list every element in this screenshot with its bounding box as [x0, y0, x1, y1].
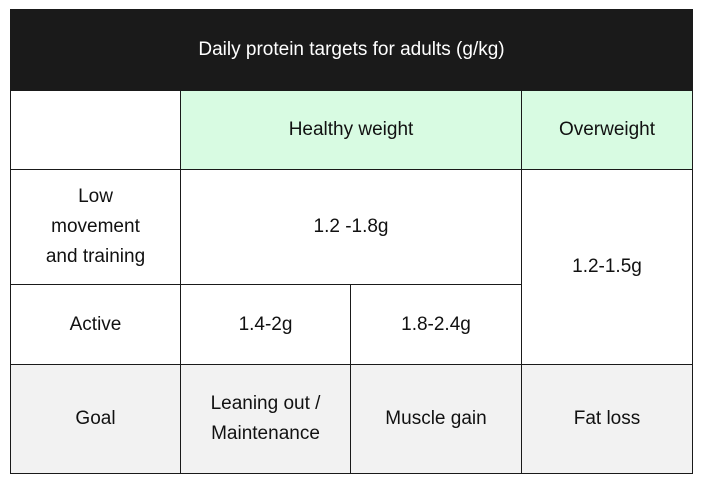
title-row: Daily protein targets for adults (g/kg) — [10, 9, 693, 91]
active-leaning-value: 1.4-2g — [180, 284, 351, 365]
active-label: Active — [10, 284, 181, 365]
table-title: Daily protein targets for adults (g/kg) — [10, 9, 693, 91]
active-muscle-value: 1.8-2.4g — [350, 284, 522, 365]
goal-label: Goal — [10, 364, 181, 474]
goal-leaning: Leaning out / Maintenance — [180, 364, 351, 474]
goal-leaning-text: Leaning out / Maintenance — [210, 393, 321, 444]
header-row: Healthy weight Overweight — [10, 90, 693, 170]
goal-fat: Fat loss — [521, 364, 693, 474]
low-movement-healthy-value: 1.2 -1.8g — [180, 169, 522, 285]
healthy-weight-header: Healthy weight — [180, 90, 522, 170]
corner-cell — [10, 90, 181, 170]
low-movement-label-text: Low movement and training — [45, 186, 146, 267]
overweight-header: Overweight — [521, 90, 693, 170]
active-row: Active 1.4-2g 1.8-2.4g — [10, 284, 693, 365]
low-movement-row: Low movement and training 1.2 -1.8g 1.2-… — [10, 169, 693, 365]
goal-muscle: Muscle gain — [350, 364, 522, 474]
protein-targets-table: Daily protein targets for adults (g/kg) … — [10, 9, 693, 474]
low-movement-label: Low movement and training — [10, 169, 181, 285]
overweight-value: 1.2-1.5g — [521, 169, 693, 365]
goal-row: Goal Leaning out / Maintenance Muscle ga… — [10, 364, 693, 474]
